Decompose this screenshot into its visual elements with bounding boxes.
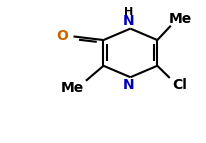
Text: N: N	[122, 78, 133, 92]
Text: Me: Me	[61, 81, 84, 95]
Text: Me: Me	[168, 12, 191, 26]
Text: Cl: Cl	[172, 78, 187, 92]
Text: O: O	[56, 29, 68, 43]
Text: N: N	[122, 14, 133, 28]
Text: H: H	[123, 7, 132, 17]
